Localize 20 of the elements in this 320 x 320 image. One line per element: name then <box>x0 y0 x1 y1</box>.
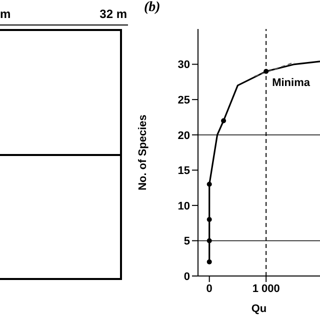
x-tick-label: 1 000 <box>252 282 280 295</box>
point <box>221 118 226 124</box>
text: m <box>0 7 11 21</box>
annotation: Minima <box>272 77 311 90</box>
x-axis-title: Qu <box>251 303 267 315</box>
point <box>206 259 212 264</box>
point <box>206 217 212 222</box>
y-axis-title: No. of Species <box>136 114 149 190</box>
point <box>206 238 212 244</box>
y-tick-label: 5 <box>184 236 190 248</box>
y-tick-label: 0 <box>184 270 190 283</box>
y-tick-label: 15 <box>178 165 190 178</box>
point <box>206 182 212 187</box>
y-tick-label: 10 <box>178 200 190 212</box>
chart-title: (b) <box>144 0 160 16</box>
y-tick-label: 20 <box>178 130 190 142</box>
y-tick-label: 30 <box>178 59 190 72</box>
point <box>264 68 269 74</box>
text: 32 m <box>100 7 127 21</box>
y-tick-label: 25 <box>178 94 190 106</box>
